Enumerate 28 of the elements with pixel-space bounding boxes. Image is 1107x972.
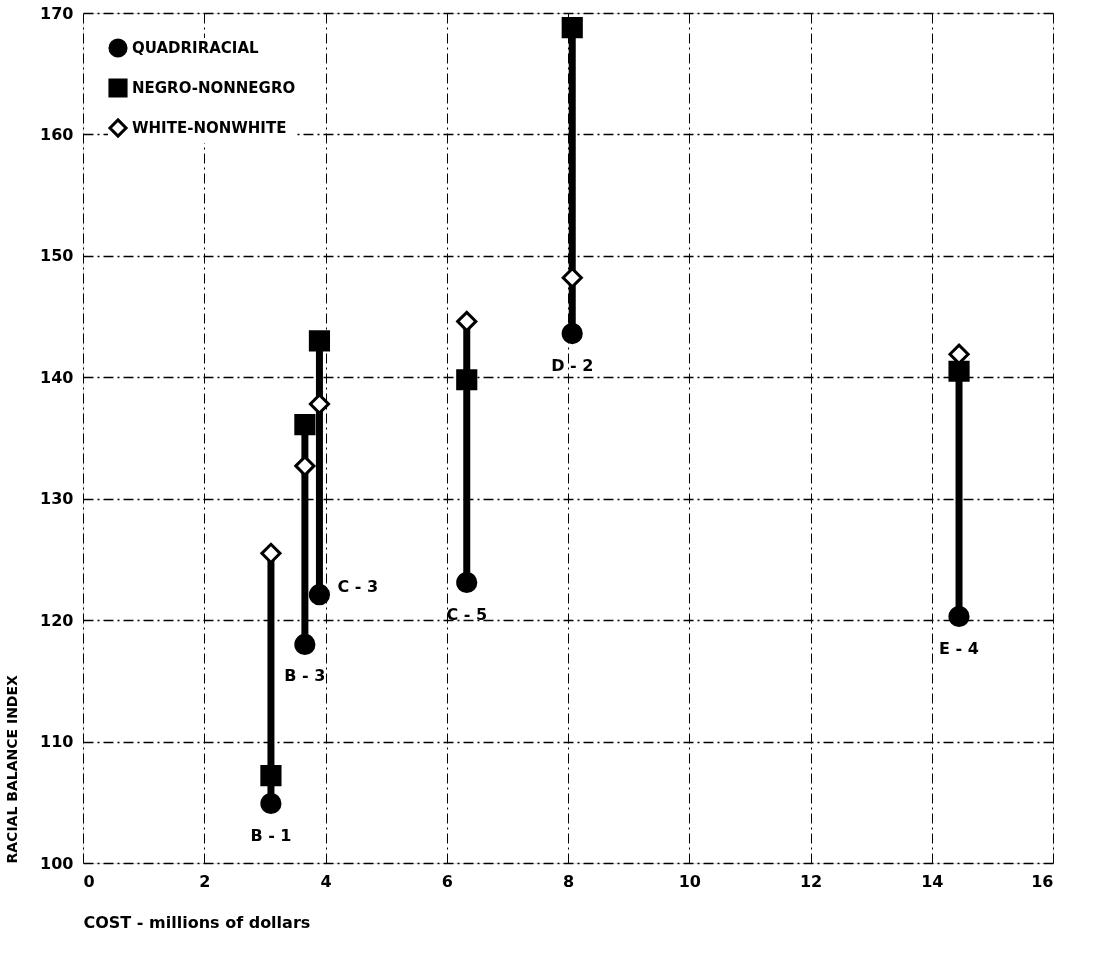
y-tick-label: 140 bbox=[40, 367, 74, 387]
annotation: B - 1 bbox=[250, 825, 292, 845]
legend-label: WHITE-NONWHITE bbox=[132, 119, 287, 137]
annotation: E - 4 bbox=[939, 638, 979, 658]
x-tick-label: 16 bbox=[1031, 871, 1054, 891]
annotation: B - 3 bbox=[284, 666, 326, 686]
x-tick-label: 12 bbox=[799, 871, 823, 891]
y-axis-title: RACIAL BALANCE INDEX bbox=[4, 674, 21, 864]
x-tick-label: 0 bbox=[83, 871, 95, 891]
y-tick-label: 150 bbox=[40, 246, 74, 266]
y-tick-label: 160 bbox=[40, 124, 74, 144]
legend-label: NEGRO-NONNEGRO bbox=[132, 79, 296, 97]
x-tick-label: 6 bbox=[441, 871, 453, 891]
legend-label: QUADRIRACIAL bbox=[132, 39, 260, 57]
annotation: C - 3 bbox=[337, 576, 379, 596]
annotation: C - 5 bbox=[446, 604, 488, 624]
y-tick-label: 110 bbox=[40, 732, 74, 752]
x-tick-label: 4 bbox=[320, 871, 332, 891]
x-tick-label: 10 bbox=[678, 871, 701, 891]
y-tick-label: 100 bbox=[40, 853, 74, 873]
y-tick-label: 170 bbox=[40, 3, 74, 23]
y-tick-label: 120 bbox=[40, 610, 74, 630]
x-axis-title: COST - millions of dollars bbox=[83, 912, 311, 932]
x-tick-label: 14 bbox=[921, 871, 944, 891]
y-tick-label: 130 bbox=[40, 489, 74, 509]
annotation: D - 2 bbox=[551, 355, 594, 375]
x-tick-label: 8 bbox=[562, 871, 575, 891]
x-tick-label: 2 bbox=[199, 871, 211, 891]
